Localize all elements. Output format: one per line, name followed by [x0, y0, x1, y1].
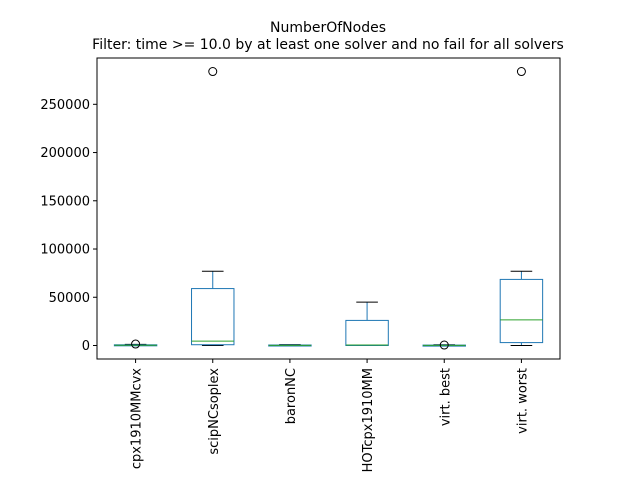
box-iqr: [191, 288, 235, 346]
x-tick-label: virt. best: [438, 368, 453, 426]
y-tick-label: 0: [82, 339, 90, 354]
y-tick-label: 100000: [40, 243, 90, 258]
x-tick-label: scipNCsoplex: [207, 368, 222, 455]
box-iqr: [499, 278, 544, 344]
x-tick-label: HOTcpx1910MM: [361, 368, 376, 472]
y-tick-label: 50000: [49, 291, 90, 306]
y-tick-label: 150000: [40, 194, 90, 209]
outlier-point: [516, 67, 526, 77]
x-tick-label: baronNC: [284, 368, 299, 424]
y-tick-label: 200000: [40, 146, 90, 161]
y-tick-label: 250000: [40, 98, 90, 113]
outlier-point: [208, 67, 218, 77]
x-tick-label: virt. worst: [515, 368, 530, 434]
x-tick-label: cpx1910MMcvx: [130, 368, 145, 469]
chart-subtitle: Filter: time >= 10.0 by at least one sol…: [92, 37, 564, 53]
plot-marks: 0 50000 100000 150000 200000 250000 cpx1910MMc…: [40, 67, 544, 472]
plot-frame: [96, 57, 561, 360]
box-iqr: [345, 319, 389, 346]
outlier-point: [439, 340, 449, 350]
outlier-point: [131, 339, 141, 349]
chart-title: NumberOfNodes: [270, 20, 386, 36]
